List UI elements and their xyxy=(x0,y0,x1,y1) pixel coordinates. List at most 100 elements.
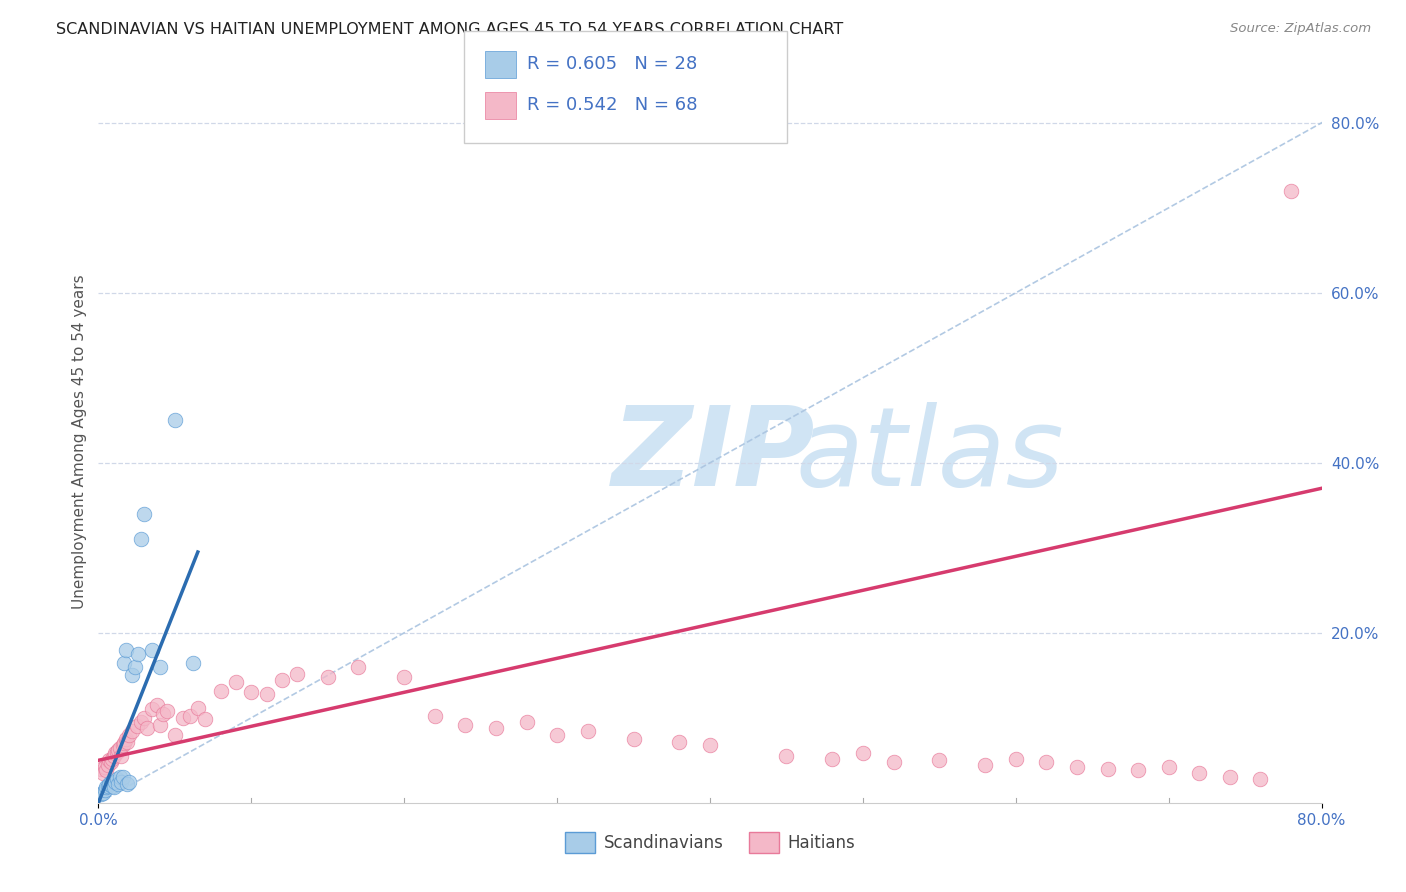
Point xyxy=(1097,762,1119,776)
Point xyxy=(347,660,370,674)
Point xyxy=(108,740,131,755)
Legend: Scandinavians, Haitians: Scandinavians, Haitians xyxy=(558,826,862,860)
Point xyxy=(98,777,121,791)
Point xyxy=(256,687,278,701)
Point xyxy=(516,714,538,729)
Point xyxy=(110,749,132,764)
Point xyxy=(1279,184,1302,198)
Point xyxy=(118,774,141,789)
Point xyxy=(194,713,217,727)
Point xyxy=(94,764,117,778)
Point xyxy=(316,670,339,684)
Point xyxy=(118,728,141,742)
Point xyxy=(107,743,129,757)
Point xyxy=(775,749,797,764)
Point xyxy=(1066,760,1088,774)
Text: atlas: atlas xyxy=(796,402,1064,509)
Point xyxy=(90,762,112,776)
Point xyxy=(163,728,186,742)
Point xyxy=(107,777,129,791)
Point xyxy=(121,668,143,682)
Point xyxy=(108,770,131,784)
Point xyxy=(141,702,163,716)
Point xyxy=(104,774,127,789)
Point xyxy=(117,734,139,748)
Point xyxy=(1188,766,1211,780)
Point xyxy=(576,723,599,738)
Text: ZIP: ZIP xyxy=(612,402,815,509)
Y-axis label: Unemployment Among Ages 45 to 54 years: Unemployment Among Ages 45 to 54 years xyxy=(72,274,87,609)
Point xyxy=(149,660,172,674)
Point xyxy=(181,656,204,670)
Point xyxy=(124,660,146,674)
Point xyxy=(546,728,568,742)
Point xyxy=(1004,751,1026,765)
Point xyxy=(454,717,477,731)
Point xyxy=(105,745,128,759)
Text: SCANDINAVIAN VS HAITIAN UNEMPLOYMENT AMONG AGES 45 TO 54 YEARS CORRELATION CHART: SCANDINAVIAN VS HAITIAN UNEMPLOYMENT AMO… xyxy=(56,22,844,37)
Point xyxy=(97,757,120,772)
Point xyxy=(97,779,120,793)
Point xyxy=(141,642,163,657)
Point xyxy=(145,698,167,712)
Point xyxy=(101,751,124,765)
Point xyxy=(163,413,186,427)
Point xyxy=(101,779,124,793)
Point xyxy=(1249,772,1271,786)
Point xyxy=(179,709,201,723)
Point xyxy=(111,770,134,784)
Point xyxy=(111,738,134,752)
Point xyxy=(209,683,232,698)
Point xyxy=(668,734,690,748)
Point xyxy=(125,719,148,733)
Point xyxy=(1128,764,1150,778)
Point xyxy=(172,711,194,725)
Point xyxy=(423,709,446,723)
Point xyxy=(1157,760,1180,774)
Point xyxy=(115,642,138,657)
Point xyxy=(90,787,112,801)
Point xyxy=(240,685,263,699)
Point xyxy=(134,507,156,521)
Point xyxy=(485,721,508,735)
Point xyxy=(91,766,114,780)
Point xyxy=(699,738,721,752)
Point xyxy=(852,747,875,761)
Point xyxy=(103,749,125,764)
Point xyxy=(883,755,905,769)
Point xyxy=(117,777,139,791)
Point xyxy=(98,753,121,767)
Point xyxy=(112,656,135,670)
Point xyxy=(1035,755,1057,769)
Text: R = 0.542   N = 68: R = 0.542 N = 68 xyxy=(527,96,697,114)
Point xyxy=(392,670,416,684)
Point xyxy=(974,757,997,772)
Point xyxy=(112,736,135,750)
Point xyxy=(121,723,143,738)
Point xyxy=(104,747,127,761)
Point xyxy=(149,717,172,731)
Point xyxy=(821,751,844,765)
Point xyxy=(136,721,159,735)
Point xyxy=(1219,770,1241,784)
Point xyxy=(93,783,115,797)
Point xyxy=(156,704,179,718)
Point xyxy=(134,711,156,725)
Text: R = 0.605   N = 28: R = 0.605 N = 28 xyxy=(527,55,697,73)
Point xyxy=(100,774,122,789)
Point xyxy=(110,774,132,789)
Point xyxy=(91,786,114,800)
Point xyxy=(623,732,645,747)
Point xyxy=(187,700,209,714)
Point xyxy=(928,753,950,767)
Point xyxy=(103,780,125,795)
Text: Source: ZipAtlas.com: Source: ZipAtlas.com xyxy=(1230,22,1371,36)
Point xyxy=(270,673,292,687)
Point xyxy=(152,706,174,721)
Point xyxy=(100,755,122,769)
Point xyxy=(225,675,247,690)
Point xyxy=(105,772,128,786)
Point xyxy=(94,780,117,795)
Point xyxy=(127,647,149,661)
Point xyxy=(115,732,138,747)
